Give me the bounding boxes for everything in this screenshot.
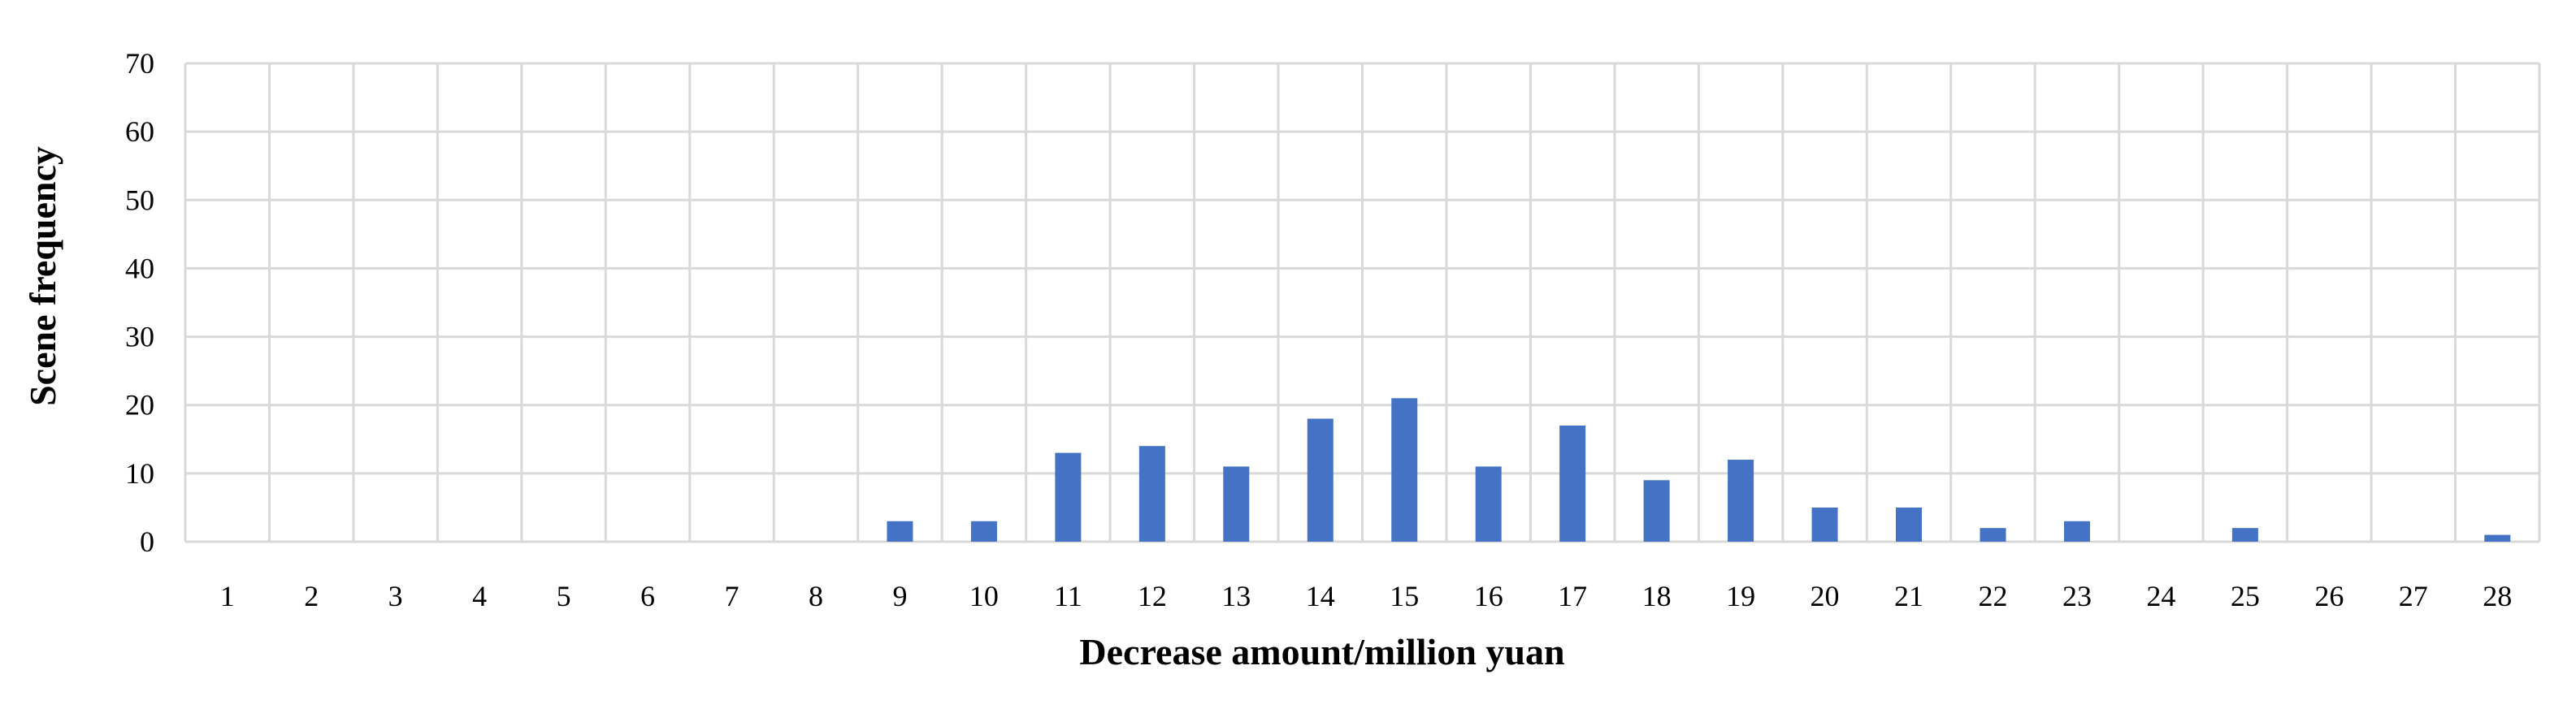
bar-20 [1811,507,1838,542]
x-tick-label: 23 [2062,580,2092,612]
y-tick-label: 50 [125,184,154,216]
bar-19 [1728,460,1754,542]
x-tick-label: 26 [2314,580,2344,612]
bar-13 [1223,466,1250,542]
x-tick-label: 8 [809,580,823,612]
x-axis-title: Decrease amount/million yuan [1079,631,1564,672]
x-tick-label: 3 [388,580,403,612]
x-tick-label: 18 [1642,580,1672,612]
x-tick-label: 14 [1306,580,1335,612]
x-tick-label: 4 [472,580,487,612]
bar-21 [1896,507,1923,542]
x-tick-label: 28 [2483,580,2512,612]
x-tick-label: 6 [640,580,655,612]
bar-23 [2063,521,2090,542]
y-tick-label: 10 [125,457,154,490]
x-tick-label: 24 [2146,580,2175,612]
x-tick-label: 15 [1390,580,1419,612]
x-tick-label: 19 [1726,580,1755,612]
bar-17 [1559,425,1586,542]
x-tick-label: 25 [2231,580,2260,612]
bar-9 [887,521,913,542]
bar-28 [2484,534,2511,542]
x-tick-label: 1 [220,580,235,612]
x-tick-labels: 1 2 3 4 5 6 7 8 9 10 11 12 13 14 15 16 17 18 19 20 21 22 23 24 2… [220,580,2513,612]
x-tick-label: 22 [1978,580,2007,612]
x-tick-label: 12 [1138,580,1167,612]
x-tick-label: 11 [1054,580,1082,612]
x-tick-label: 27 [2399,580,2428,612]
bars [887,398,2511,542]
bar-10 [970,521,997,542]
bar-11 [1055,452,1082,542]
x-tick-label: 17 [1558,580,1587,612]
x-tick-label: 7 [725,580,739,612]
bar-22 [1980,528,2006,542]
y-tick-label: 40 [125,252,154,284]
bar-16 [1475,466,1502,542]
y-tick-labels: 0 10 20 30 40 50 60 70 [125,47,154,558]
x-tick-label: 21 [1894,580,1923,612]
grid-lines [184,62,2541,543]
y-tick-label: 30 [125,321,154,353]
y-tick-label: 60 [125,115,154,148]
x-tick-label: 5 [557,580,571,612]
bar-12 [1138,446,1165,542]
bar-18 [1643,480,1670,542]
x-tick-label: 16 [1474,580,1503,612]
bar-25 [2231,528,2258,542]
y-tick-label: 0 [140,525,154,558]
x-tick-label: 20 [1811,580,1840,612]
x-tick-label: 13 [1221,580,1251,612]
x-tick-label: 10 [969,580,999,612]
y-tick-label: 20 [125,389,154,422]
x-tick-label: 2 [304,580,319,612]
bar-15 [1391,398,1418,542]
y-axis-title: Scene frequency [22,146,63,406]
bar-14 [1307,418,1334,542]
y-tick-label: 70 [125,47,154,80]
x-tick-label: 9 [892,580,907,612]
